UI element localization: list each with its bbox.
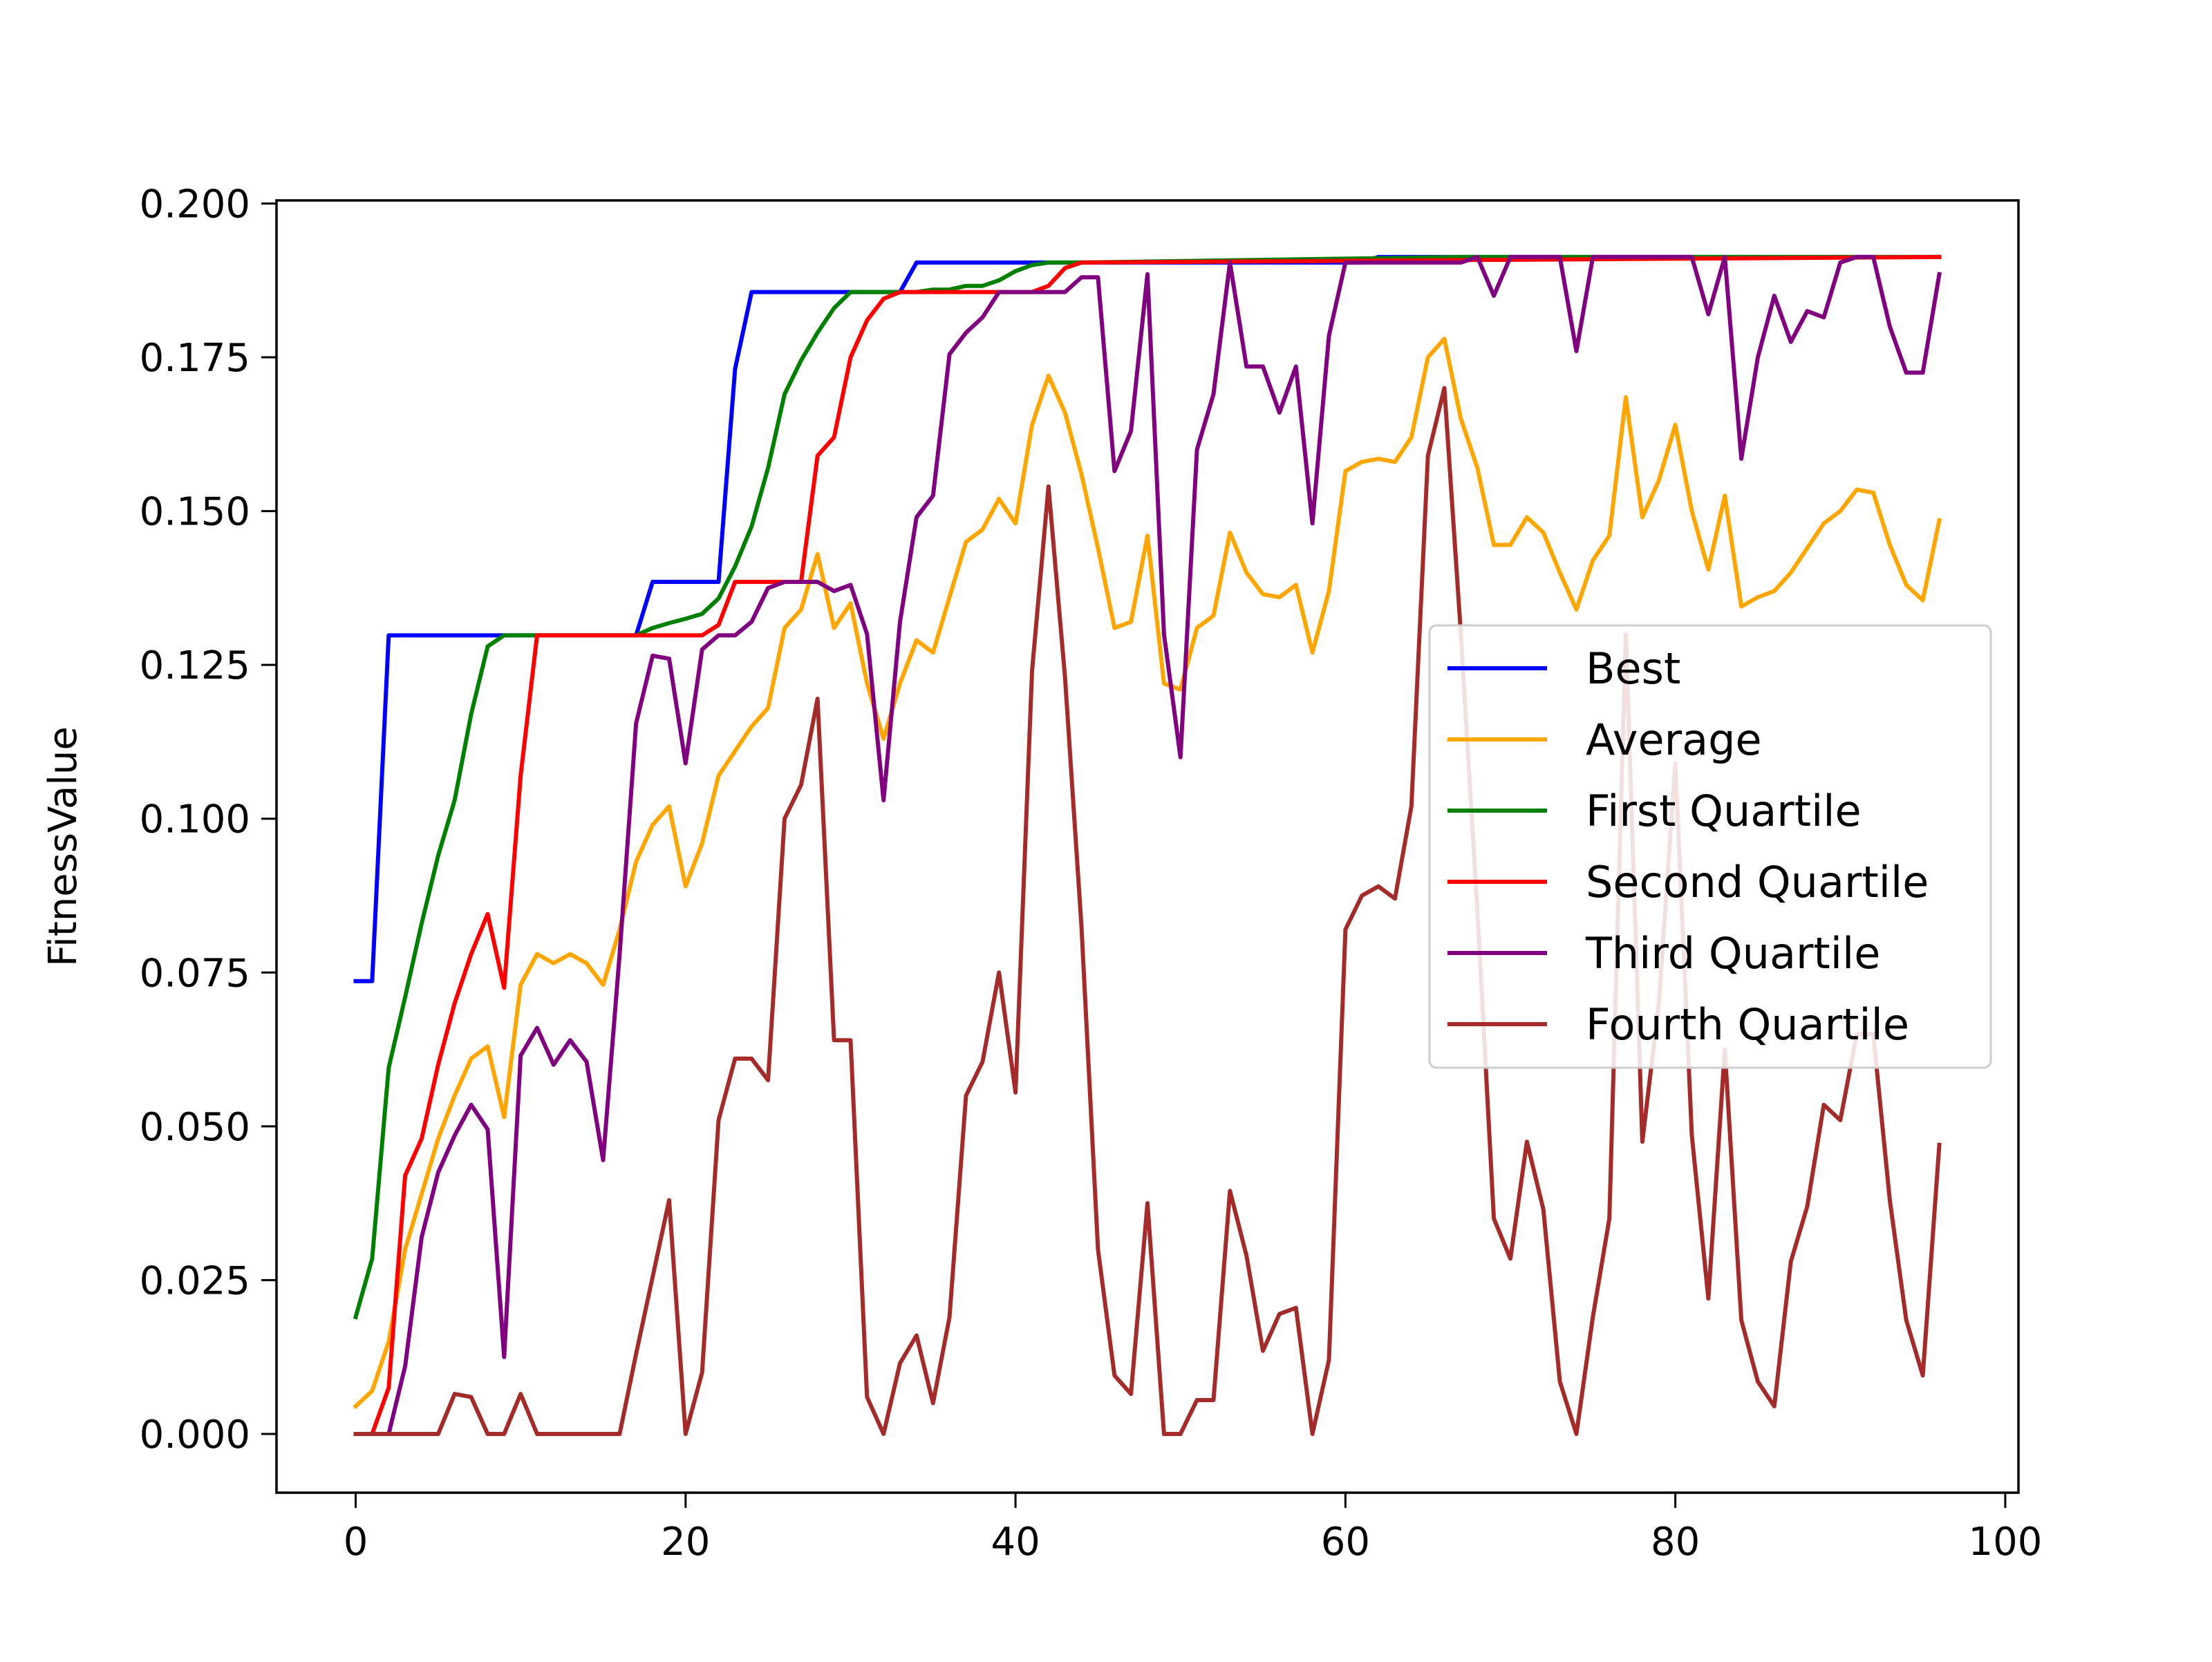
axes-frame (275, 199, 2020, 1494)
y-tick-label: 0.050 (140, 1105, 250, 1150)
y-tick-label: 0.125 (140, 643, 250, 688)
series-line-third-quartile (353, 254, 1942, 1436)
y-tick-label: 0.175 (140, 336, 250, 381)
legend-label: Best (1586, 643, 1680, 694)
x-tick-label: 20 (661, 1520, 710, 1565)
y-tick-label: 0.150 (140, 490, 250, 535)
legend-box (1428, 624, 1992, 1069)
legend-label: First Quartile (1586, 786, 1862, 836)
legend-label: Third Quartile (1585, 928, 1880, 979)
y-axis-label: FitnessValue (41, 726, 86, 967)
series-line-first-quartile (353, 254, 1942, 1320)
y-tick-label: 0.025 (140, 1258, 250, 1303)
x-tick-label: 100 (1968, 1520, 2042, 1565)
x-tick-label: 80 (1651, 1520, 1700, 1565)
x-tick-label: 40 (991, 1520, 1040, 1565)
legend-label: Fourth Quartile (1586, 999, 1909, 1050)
x-tick-label: 60 (1321, 1520, 1370, 1565)
y-tick-label: 0.000 (140, 1413, 250, 1457)
series-line-second-quartile (353, 254, 1942, 1436)
x-tick-label: 0 (344, 1520, 368, 1565)
legend-label: Second Quartile (1586, 857, 1929, 907)
y-tick-label: 0.200 (140, 182, 250, 227)
y-tick-label: 0.100 (140, 797, 250, 842)
legend-label: Average (1586, 715, 1762, 765)
y-tick-label: 0.075 (140, 951, 250, 996)
